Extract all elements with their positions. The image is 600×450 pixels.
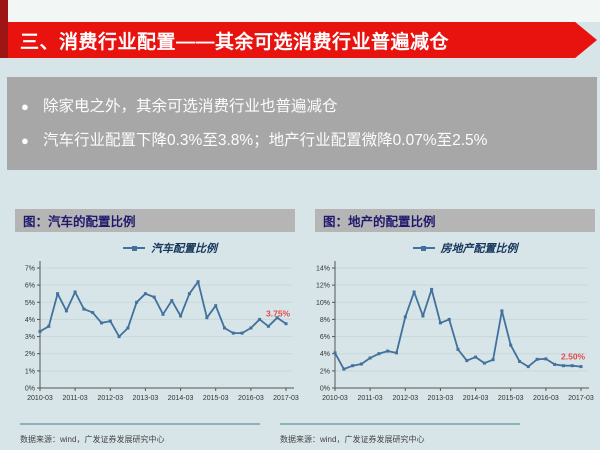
svg-text:2015-03: 2015-03 xyxy=(203,395,229,402)
chart-caption-realestate: 图：地产的配置比例 xyxy=(323,215,436,229)
svg-text:7%: 7% xyxy=(25,266,35,273)
legend-line-icon xyxy=(412,245,435,251)
svg-text:2017-03: 2017-03 xyxy=(568,395,594,402)
svg-text:6%: 6% xyxy=(25,283,35,290)
svg-text:2016-03: 2016-03 xyxy=(238,395,264,402)
svg-text:2%: 2% xyxy=(25,351,35,358)
bullets-panel: ● 除家电之外，其余可选消费行业也普遍减仓 ● 汽车行业配置下降0.3%至3.8… xyxy=(7,77,597,170)
svg-text:2017-03: 2017-03 xyxy=(273,395,299,402)
svg-text:3%: 3% xyxy=(25,334,35,341)
svg-text:2.50%: 2.50% xyxy=(561,352,586,362)
legend-label: 汽车配置比例 xyxy=(151,243,217,255)
chart-caption-bar-realestate: 图：地产的配置比例 xyxy=(315,209,595,232)
realestate-allocation-chart-block: 房地产配置比例 0% 2% 4% 6% 8% 10% 12% 14% 2010-03 2011-0… xyxy=(305,236,595,414)
chart-legend: 汽车配置比例 xyxy=(40,240,300,256)
svg-text:2011-03: 2011-03 xyxy=(63,395,88,402)
chart-caption-bar-auto: 图：汽车的配置比例 xyxy=(15,209,295,232)
svg-text:2015-03: 2015-03 xyxy=(498,395,524,402)
bullet-text: 汽车行业配置下降0.3%至3.8%；地产行业配置微降0.07%至2.5% xyxy=(43,131,488,149)
auto-allocation-chart-block: 汽车配置比例 0% 1% 2% 3% 4% 5% 6% 7% 2010-03 2011-03 201… xyxy=(10,236,300,414)
source-divider xyxy=(280,423,520,425)
source-note-left: 数据来源：wind，广发证券发展研究中心 xyxy=(20,423,260,447)
svg-text:2010-03: 2010-03 xyxy=(27,395,53,402)
source-text: 数据来源：wind，广发证券发展研究中心 xyxy=(20,435,165,444)
source-divider xyxy=(20,423,260,425)
svg-text:2011-03: 2011-03 xyxy=(358,395,383,402)
svg-text:3.75%: 3.75% xyxy=(266,309,291,319)
svg-text:4%: 4% xyxy=(25,317,35,324)
svg-text:2010-03: 2010-03 xyxy=(322,395,348,402)
svg-text:2%: 2% xyxy=(320,368,330,375)
bullet-text: 除家电之外，其余可选消费行业也普遍减仓 xyxy=(43,97,338,115)
svg-text:0%: 0% xyxy=(320,386,330,393)
legend-line-icon xyxy=(123,245,145,251)
svg-text:5%: 5% xyxy=(25,300,35,307)
svg-text:2012-03: 2012-03 xyxy=(392,395,418,402)
bullet-dot-icon: ● xyxy=(21,98,29,114)
svg-text:14%: 14% xyxy=(316,266,330,273)
bullet-item: ● 除家电之外，其余可选消费行业也普遍减仓 xyxy=(7,97,597,117)
svg-text:6%: 6% xyxy=(320,334,330,341)
svg-text:12%: 12% xyxy=(316,283,330,290)
svg-text:2012-03: 2012-03 xyxy=(97,395,123,402)
svg-text:0%: 0% xyxy=(25,386,35,393)
auto-allocation-chart: 0% 1% 2% 3% 4% 5% 6% 7% 2010-03 2011-03 2012-03 201… xyxy=(25,261,299,402)
source-note-right: 数据来源：wind，广发证券发展研究中心 xyxy=(280,423,520,447)
svg-text:1%: 1% xyxy=(25,368,35,375)
svg-text:4%: 4% xyxy=(320,351,330,358)
svg-text:2013-03: 2013-03 xyxy=(133,395,159,402)
svg-text:2014-03: 2014-03 xyxy=(463,395,489,402)
source-text: 数据来源：wind，广发证券发展研究中心 xyxy=(280,435,425,444)
svg-text:2014-03: 2014-03 xyxy=(168,395,194,402)
chart-caption-auto: 图：汽车的配置比例 xyxy=(23,215,136,229)
legend-label: 房地产配置比例 xyxy=(440,243,518,255)
bullet-item: ● 汽车行业配置下降0.3%至3.8%；地产行业配置微降0.07%至2.5% xyxy=(7,131,597,151)
chart-legend: 房地产配置比例 xyxy=(335,240,595,256)
svg-text:10%: 10% xyxy=(316,300,330,307)
section-banner: 三、消费行业配置——其余可选消费行业普遍减仓 xyxy=(8,22,597,58)
svg-text:2013-03: 2013-03 xyxy=(428,395,454,402)
legend-marker-icon xyxy=(421,245,426,251)
top-strip xyxy=(8,0,600,22)
realestate-allocation-chart: 0% 2% 4% 6% 8% 10% 12% 14% 2010-03 2011-03 2012-03… xyxy=(316,261,594,402)
banner-left-ribbon xyxy=(0,0,8,58)
bullet-dot-icon: ● xyxy=(21,132,29,148)
svg-text:2016-03: 2016-03 xyxy=(533,395,559,402)
legend-marker-icon xyxy=(131,245,137,251)
section-title: 三、消费行业配置——其余可选消费行业普遍减仓 xyxy=(20,31,450,53)
svg-text:8%: 8% xyxy=(320,317,330,324)
